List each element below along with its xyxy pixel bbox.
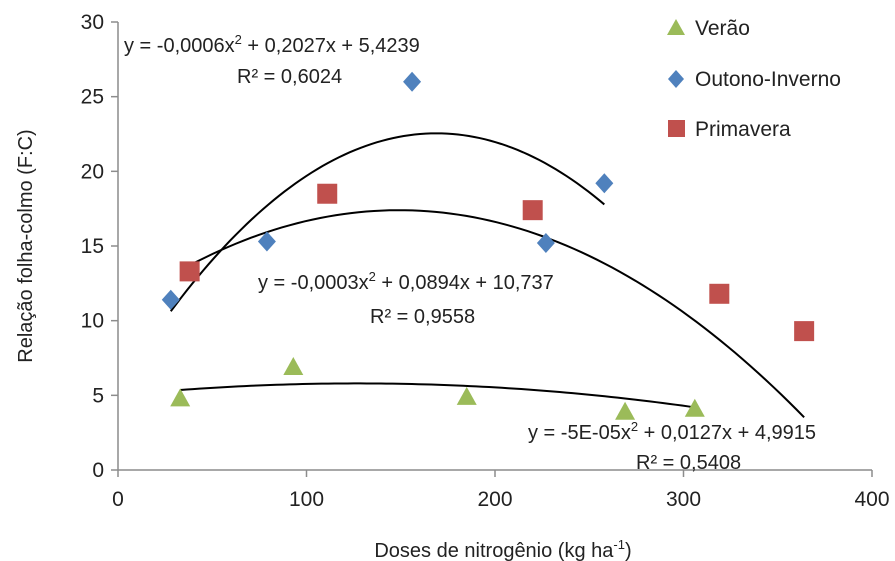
y-tick-label: 15: [81, 235, 104, 258]
data-point-square: [794, 321, 815, 342]
trendline-diamond: [169, 132, 605, 312]
x-tick-label: 100: [289, 488, 324, 511]
trendline-triangle: [180, 382, 695, 409]
data-markers: [161, 71, 815, 420]
legend-label-verao: Verão: [695, 17, 750, 40]
legend-label-primavera: Primavera: [695, 118, 791, 141]
equation-primavera: y = -0,0003x2 + 0,0894x + 10,737: [258, 269, 554, 294]
data-point-triangle: [615, 401, 636, 420]
x-tick-label: 400: [854, 488, 889, 511]
x-tick-label: 0: [112, 488, 124, 511]
equation-outono-inverno: y = -0,0006x2 + 0,2027x + 5,4239: [124, 32, 420, 57]
x-tick-label: 200: [477, 488, 512, 511]
r2-outono-inverno: R² = 0,6024: [237, 66, 342, 88]
y-tick-label: 0: [92, 459, 104, 482]
data-point-diamond: [257, 231, 276, 252]
trend-equations: y = -0,0006x2 + 0,2027x + 5,4239 R² = 0,…: [124, 32, 816, 474]
legend-marker-primavera: [668, 120, 685, 137]
data-point-triangle: [456, 386, 477, 405]
y-tick-label: 25: [81, 86, 104, 109]
y-axis-title: Relação folha-colmo (F:C): [15, 129, 37, 362]
y-tick-label: 10: [81, 310, 104, 333]
y-tick-label: 5: [92, 384, 104, 407]
data-point-triangle: [170, 388, 191, 407]
x-ticks: 0 100 200 300 400: [112, 470, 890, 511]
y-ticks: 0 5 10 15 20 25 30: [81, 11, 118, 482]
legend-marker-outono-inverno: [668, 70, 684, 88]
equation-verao: y = -5E-05x2 + 0,0127x + 4,9915: [528, 419, 816, 444]
r2-verao: R² = 0,5408: [636, 452, 741, 474]
data-point-triangle: [684, 398, 705, 417]
y-tick-label: 20: [81, 160, 104, 183]
data-point-diamond: [403, 71, 422, 92]
legend-label-outono-inverno: Outono-Inverno: [695, 68, 841, 91]
data-point-diamond: [161, 289, 180, 310]
data-point-square: [709, 283, 730, 304]
r2-primavera: R² = 0,9558: [370, 306, 475, 328]
trendlines: [169, 132, 805, 418]
trendline-square: [189, 209, 805, 418]
x-tick-label: 300: [666, 488, 701, 511]
data-point-diamond: [536, 233, 555, 254]
data-point-square: [317, 183, 338, 204]
x-axis-title: Doses de nitrogênio (kg ha-1): [374, 537, 631, 561]
data-point-square: [522, 200, 543, 221]
y-tick-label: 30: [81, 11, 104, 34]
legend-marker-verao: [667, 19, 685, 35]
data-point-triangle: [283, 356, 304, 375]
data-point-square: [179, 261, 200, 282]
data-point-diamond: [595, 173, 614, 194]
legend: Verão Outono-Inverno Primavera: [667, 17, 841, 141]
